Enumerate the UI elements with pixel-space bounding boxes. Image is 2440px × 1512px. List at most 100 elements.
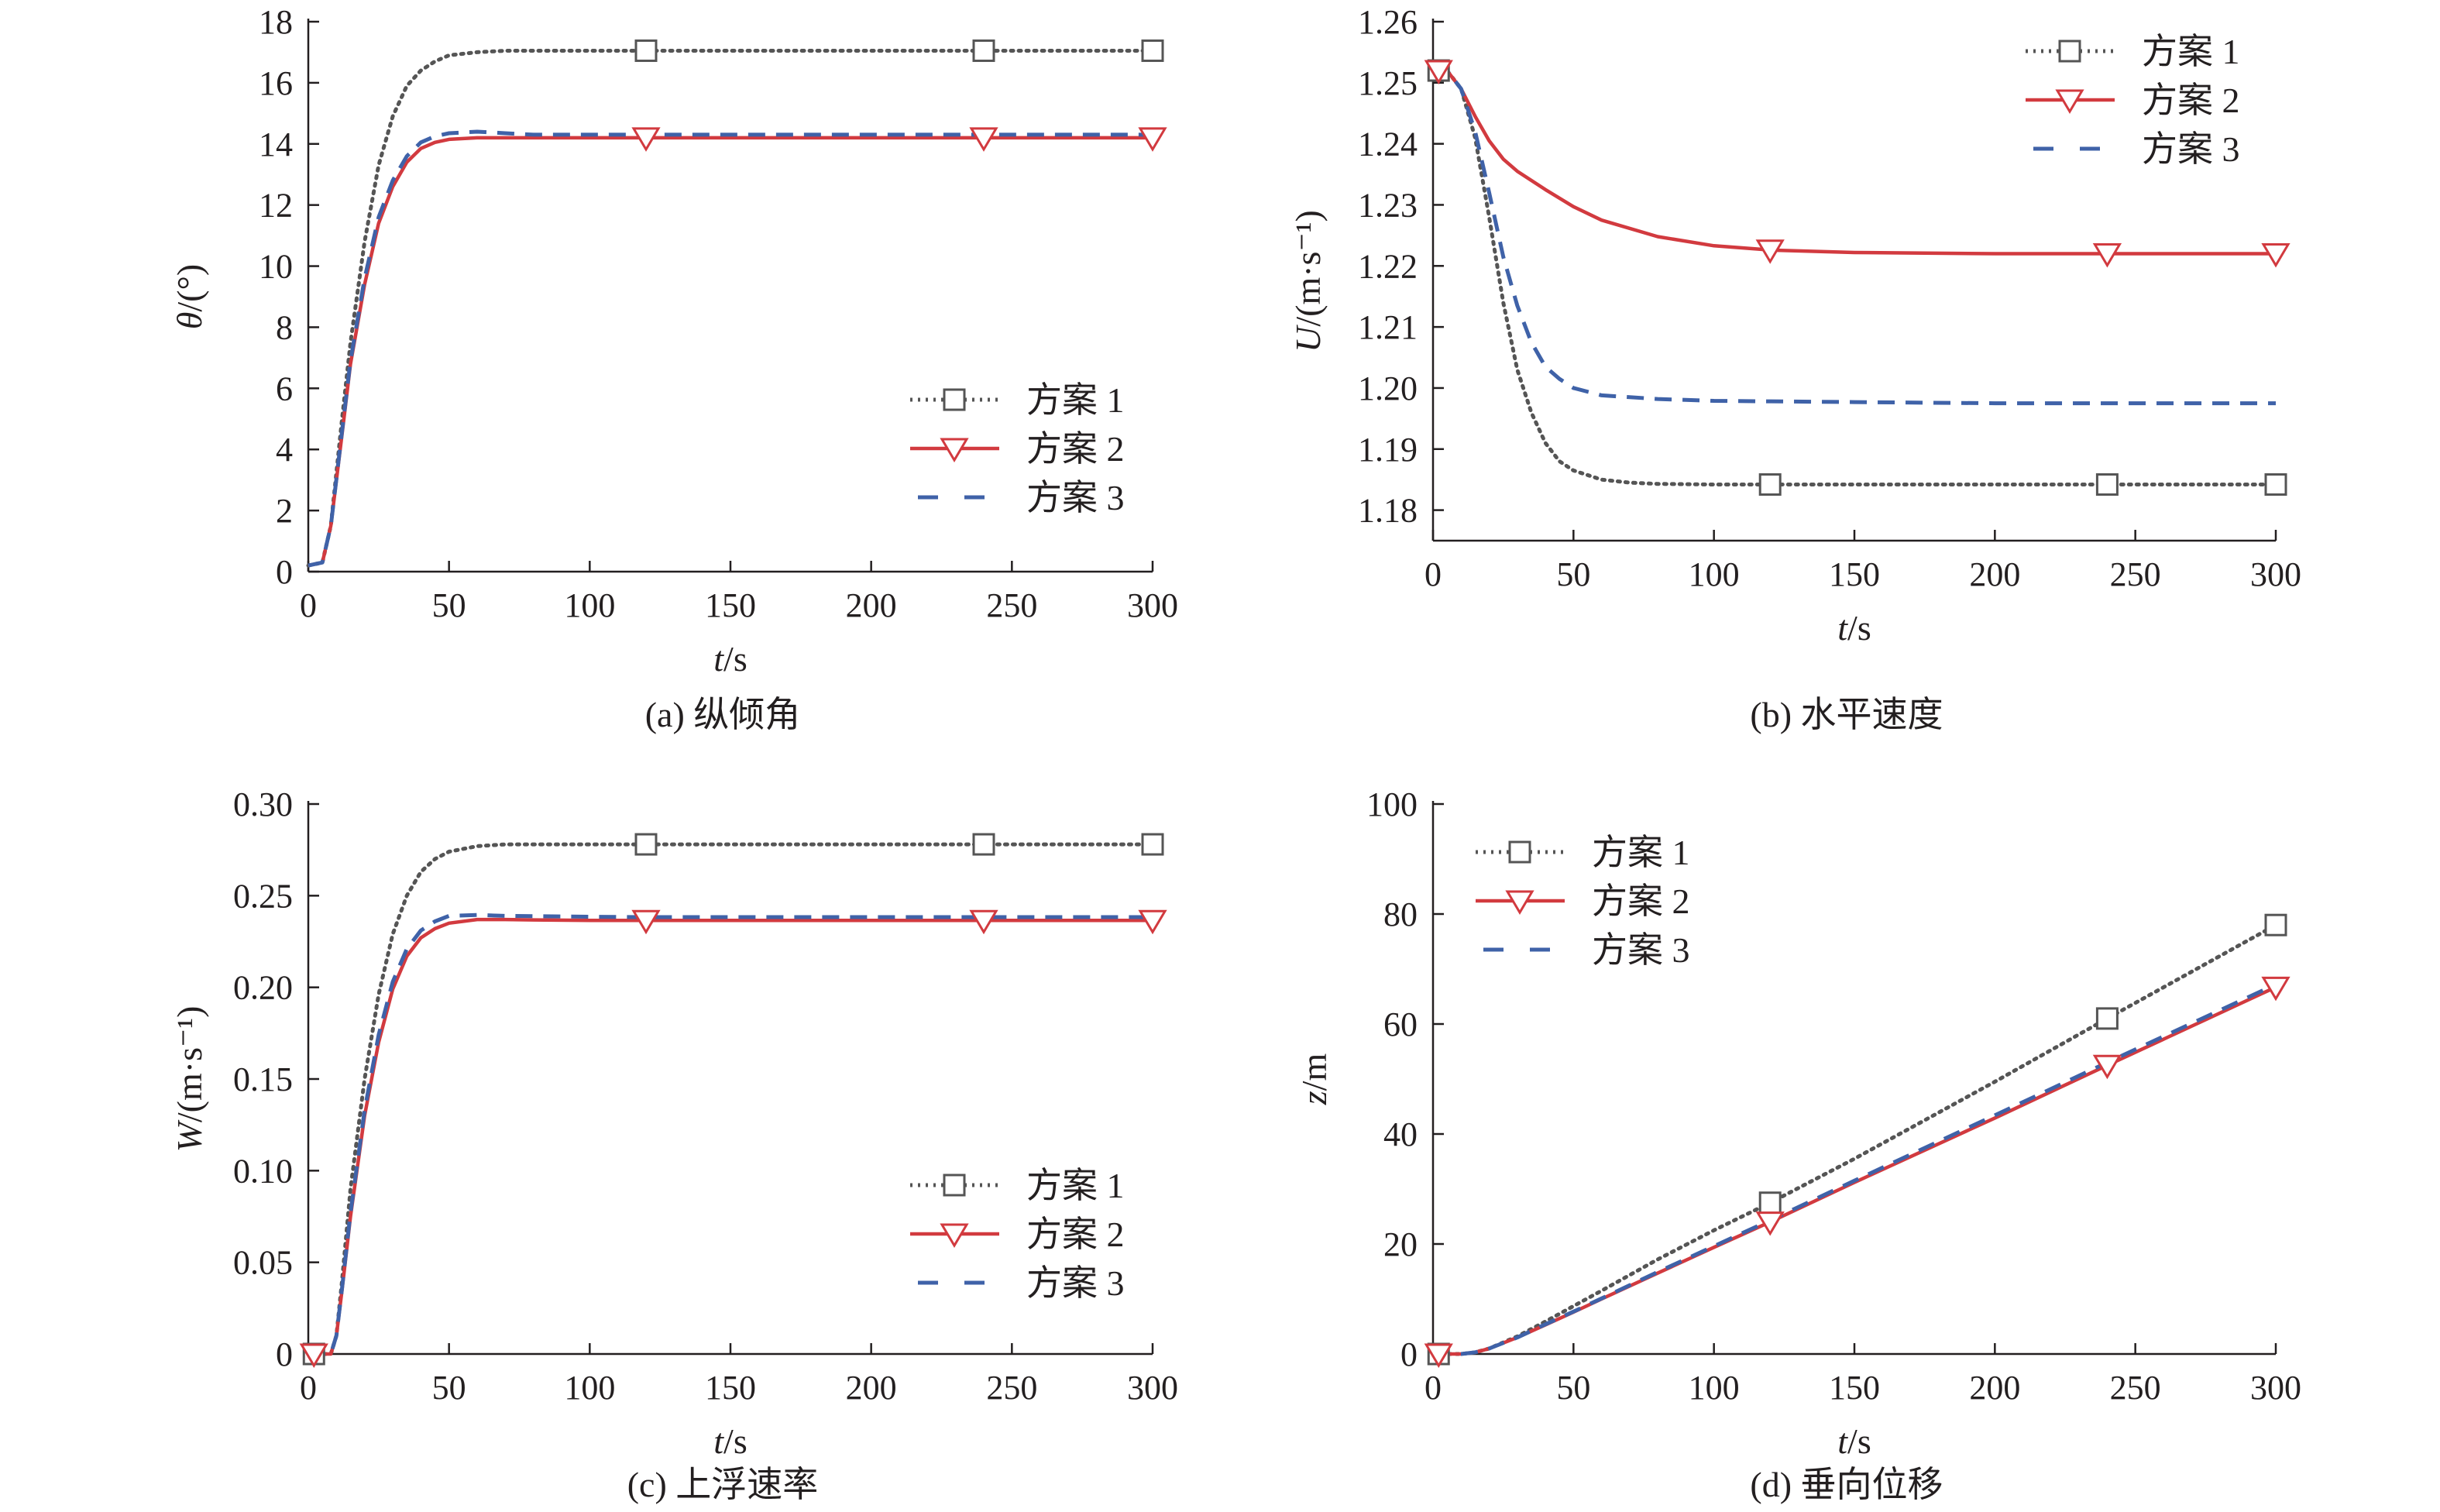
y-axis-unit: /m xyxy=(1294,1053,1334,1091)
x-tick-label: 0 xyxy=(1424,1369,1442,1407)
y-tick-label: 18 xyxy=(259,3,293,41)
series-2-marker xyxy=(1424,60,1453,85)
y-tick-label: 1.20 xyxy=(1358,369,1418,407)
legend-marker-2 xyxy=(1505,890,1534,915)
series-2-marker xyxy=(2092,243,2122,268)
y-tick-label: 1.26 xyxy=(1358,3,1418,41)
y-tick-label: 1.18 xyxy=(1358,492,1418,530)
legend: 方案 1 方案 2 方案 3 xyxy=(1476,833,1690,970)
y-tick-label: 100 xyxy=(1366,785,1418,823)
legend: 方案 1 方案 2 方案 3 xyxy=(910,380,1125,517)
series-line-3 xyxy=(308,912,1153,1356)
series-line-1 xyxy=(306,49,1155,568)
panel-caption: (c) 上浮速率 xyxy=(627,1465,819,1504)
x-tick-label: 100 xyxy=(564,586,615,624)
x-tick-label: 50 xyxy=(1556,1369,1590,1407)
legend-marker-1 xyxy=(943,388,966,411)
y-axis-var: W xyxy=(170,1119,209,1152)
y-tick-label: 0.05 xyxy=(233,1244,293,1282)
series-1-marker xyxy=(1758,1191,1782,1215)
x-axis-label: t/s xyxy=(713,1421,747,1461)
x-axis-var: t xyxy=(713,1421,724,1461)
series-1-marker xyxy=(1141,39,1164,62)
x-axis-unit: /s xyxy=(1847,608,1871,648)
y-tick-label: 1.24 xyxy=(1358,125,1418,163)
y-tick-label: 60 xyxy=(1383,1005,1418,1043)
x-tick-label: 50 xyxy=(432,1369,466,1407)
y-tick-label: 16 xyxy=(259,64,293,102)
chart-panel-3: 0 50 100 150 200 250 300 0 0.05 0.10 0.15 0.20 0.25 0… xyxy=(170,785,1178,1504)
y-tick-label: 1.19 xyxy=(1358,431,1418,469)
series-2-marker xyxy=(969,127,998,152)
x-tick-label: 0 xyxy=(300,1369,317,1407)
x-tick-label: 200 xyxy=(1969,555,2020,593)
series-line-3 xyxy=(308,129,1153,568)
y-tick-label: 0.20 xyxy=(233,969,293,1007)
panel-caption: (b) 水平速度 xyxy=(1750,695,1943,734)
x-tick-label: 100 xyxy=(1689,555,1740,593)
series-line-1 xyxy=(1431,923,2278,1356)
chart-panel-4: 0 50 100 150 200 250 300 0 20 40 60 80 100 t/s z/m (d) … xyxy=(1294,785,2301,1504)
panel-caption: (a) 纵倾角 xyxy=(645,695,801,734)
y-tick-label: 14 xyxy=(259,125,293,163)
series-2-marker xyxy=(1755,1211,1785,1236)
x-tick-label: 50 xyxy=(1556,555,1590,593)
y-tick-label: 80 xyxy=(1383,895,1418,933)
series-line-3 xyxy=(1433,982,2277,1356)
legend-label-3: 方案 3 xyxy=(1592,930,1690,970)
legend-marker-1 xyxy=(943,1174,966,1197)
series-line-1 xyxy=(1431,68,2278,486)
series-2-marker xyxy=(299,1343,328,1368)
y-axis-var: θ xyxy=(170,312,209,330)
x-tick-label: 200 xyxy=(846,586,897,624)
x-tick-label: 300 xyxy=(2250,1369,2301,1407)
series-line-3 xyxy=(1433,68,2276,406)
y-axis-label: z/m xyxy=(1294,1053,1334,1106)
legend-label-2: 方案 2 xyxy=(1026,1215,1125,1254)
y-tick-label: 0.25 xyxy=(233,877,293,915)
y-tick-label: 1.22 xyxy=(1358,247,1418,285)
series-1-marker xyxy=(2095,472,2119,496)
x-tick-label: 150 xyxy=(1829,555,1880,593)
x-tick-label: 200 xyxy=(846,1369,897,1407)
y-axis-label: θ/(°) xyxy=(170,264,209,329)
series-1-marker xyxy=(2264,913,2287,936)
x-tick-label: 50 xyxy=(432,586,466,624)
y-tick-label: 0 xyxy=(276,553,293,591)
series-2-marker xyxy=(2261,243,2291,268)
x-tick-label: 250 xyxy=(986,586,1037,624)
y-axis-label: W/(m·s⁻¹) xyxy=(170,1006,209,1153)
x-tick-label: 150 xyxy=(705,1369,756,1407)
series-1-marker xyxy=(972,39,995,62)
y-tick-label: 6 xyxy=(276,369,293,407)
series-1-marker xyxy=(972,833,995,856)
legend-marker-1 xyxy=(1508,840,1531,864)
series-2-marker xyxy=(1755,239,1785,264)
y-tick-label: 0.15 xyxy=(233,1060,293,1098)
y-tick-label: 0 xyxy=(276,1335,293,1373)
series-2-marker xyxy=(1138,909,1167,935)
series-2-marker xyxy=(1138,127,1167,152)
legend-label-3: 方案 3 xyxy=(1026,478,1125,517)
legend-label-3: 方案 3 xyxy=(2142,129,2240,169)
chart-panel-2: 0 50 100 150 200 250 300 1.18 1.19 1.20 1.21 1.22 1.… xyxy=(1288,3,2301,734)
x-tick-label: 150 xyxy=(1829,1369,1880,1407)
y-tick-label: 1.21 xyxy=(1358,308,1418,346)
x-tick-label: 0 xyxy=(300,586,317,624)
legend-label-1: 方案 1 xyxy=(1592,833,1690,872)
y-axis-var: z xyxy=(1294,1091,1334,1105)
y-tick-label: 0.30 xyxy=(233,785,293,823)
x-tick-label: 0 xyxy=(1424,555,1442,593)
x-axis-label: t/s xyxy=(1837,1421,1871,1461)
legend: 方案 1 方案 2 方案 3 xyxy=(2026,32,2240,169)
legend-label-2: 方案 2 xyxy=(1592,881,1690,921)
legend-marker-2 xyxy=(940,438,969,462)
series-2-marker xyxy=(969,909,998,935)
x-tick-label: 300 xyxy=(1127,586,1178,624)
y-tick-label: 0 xyxy=(1400,1335,1418,1373)
x-axis-unit: /s xyxy=(723,1421,747,1461)
y-tick-label: 12 xyxy=(259,187,293,225)
series-2-marker xyxy=(2092,1054,2122,1080)
y-axis-label: U/(m·s⁻¹) xyxy=(1288,210,1328,352)
